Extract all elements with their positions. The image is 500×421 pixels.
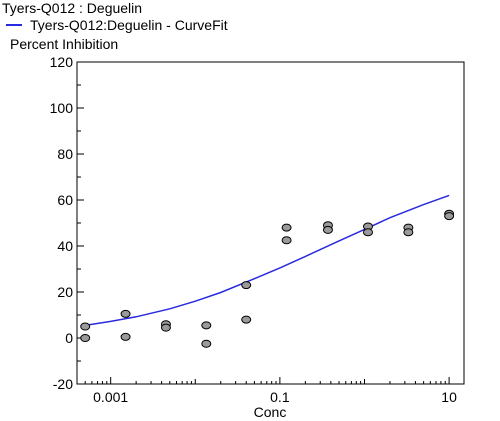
x-tick-label: 10 [441, 389, 457, 405]
x-axis: 0.001 0.1 10 [76, 377, 457, 405]
y-tick-label: -20 [53, 376, 73, 392]
y-tick-label: 20 [57, 284, 73, 300]
legend-line-swatch [6, 24, 22, 26]
points-layer [80, 209, 455, 348]
data-point [201, 339, 212, 348]
data-point [241, 315, 252, 324]
y-tick-label: 60 [57, 192, 73, 208]
legend: Tyers-Q012:Deguelin - CurveFit [6, 17, 228, 33]
data-point [80, 322, 91, 331]
data-point [362, 228, 373, 237]
plot-frame [76, 61, 465, 385]
data-point [201, 321, 212, 330]
data-point [444, 212, 455, 221]
data-point [241, 281, 252, 290]
x-tick-label: 0.1 [270, 389, 290, 405]
curve-layer [85, 194, 450, 327]
legend-label: Tyers-Q012:Deguelin - CurveFit [30, 17, 228, 33]
data-point [80, 334, 91, 342]
y-tick-label: 120 [50, 54, 74, 70]
y-tick-label: 80 [57, 146, 73, 162]
y-tick-label: 0 [65, 330, 73, 346]
x-axis-label: Conc [254, 404, 287, 420]
data-point [120, 332, 131, 341]
chart-title: Tyers-Q012 : Deguelin [2, 0, 143, 16]
y-axis: -20 0 20 40 60 80 100 120 [50, 54, 84, 392]
data-point [403, 228, 414, 237]
data-point [322, 225, 333, 234]
y-tick-label: 100 [50, 100, 74, 116]
data-point [160, 323, 171, 332]
data-point [120, 309, 131, 318]
x-tick-label: 0.001 [93, 389, 128, 405]
curve-fit-line [85, 194, 450, 327]
y-tick-label: 40 [57, 238, 73, 254]
y-axis-label: Percent Inhibition [10, 36, 119, 52]
data-point [281, 223, 292, 232]
data-point [281, 236, 292, 245]
